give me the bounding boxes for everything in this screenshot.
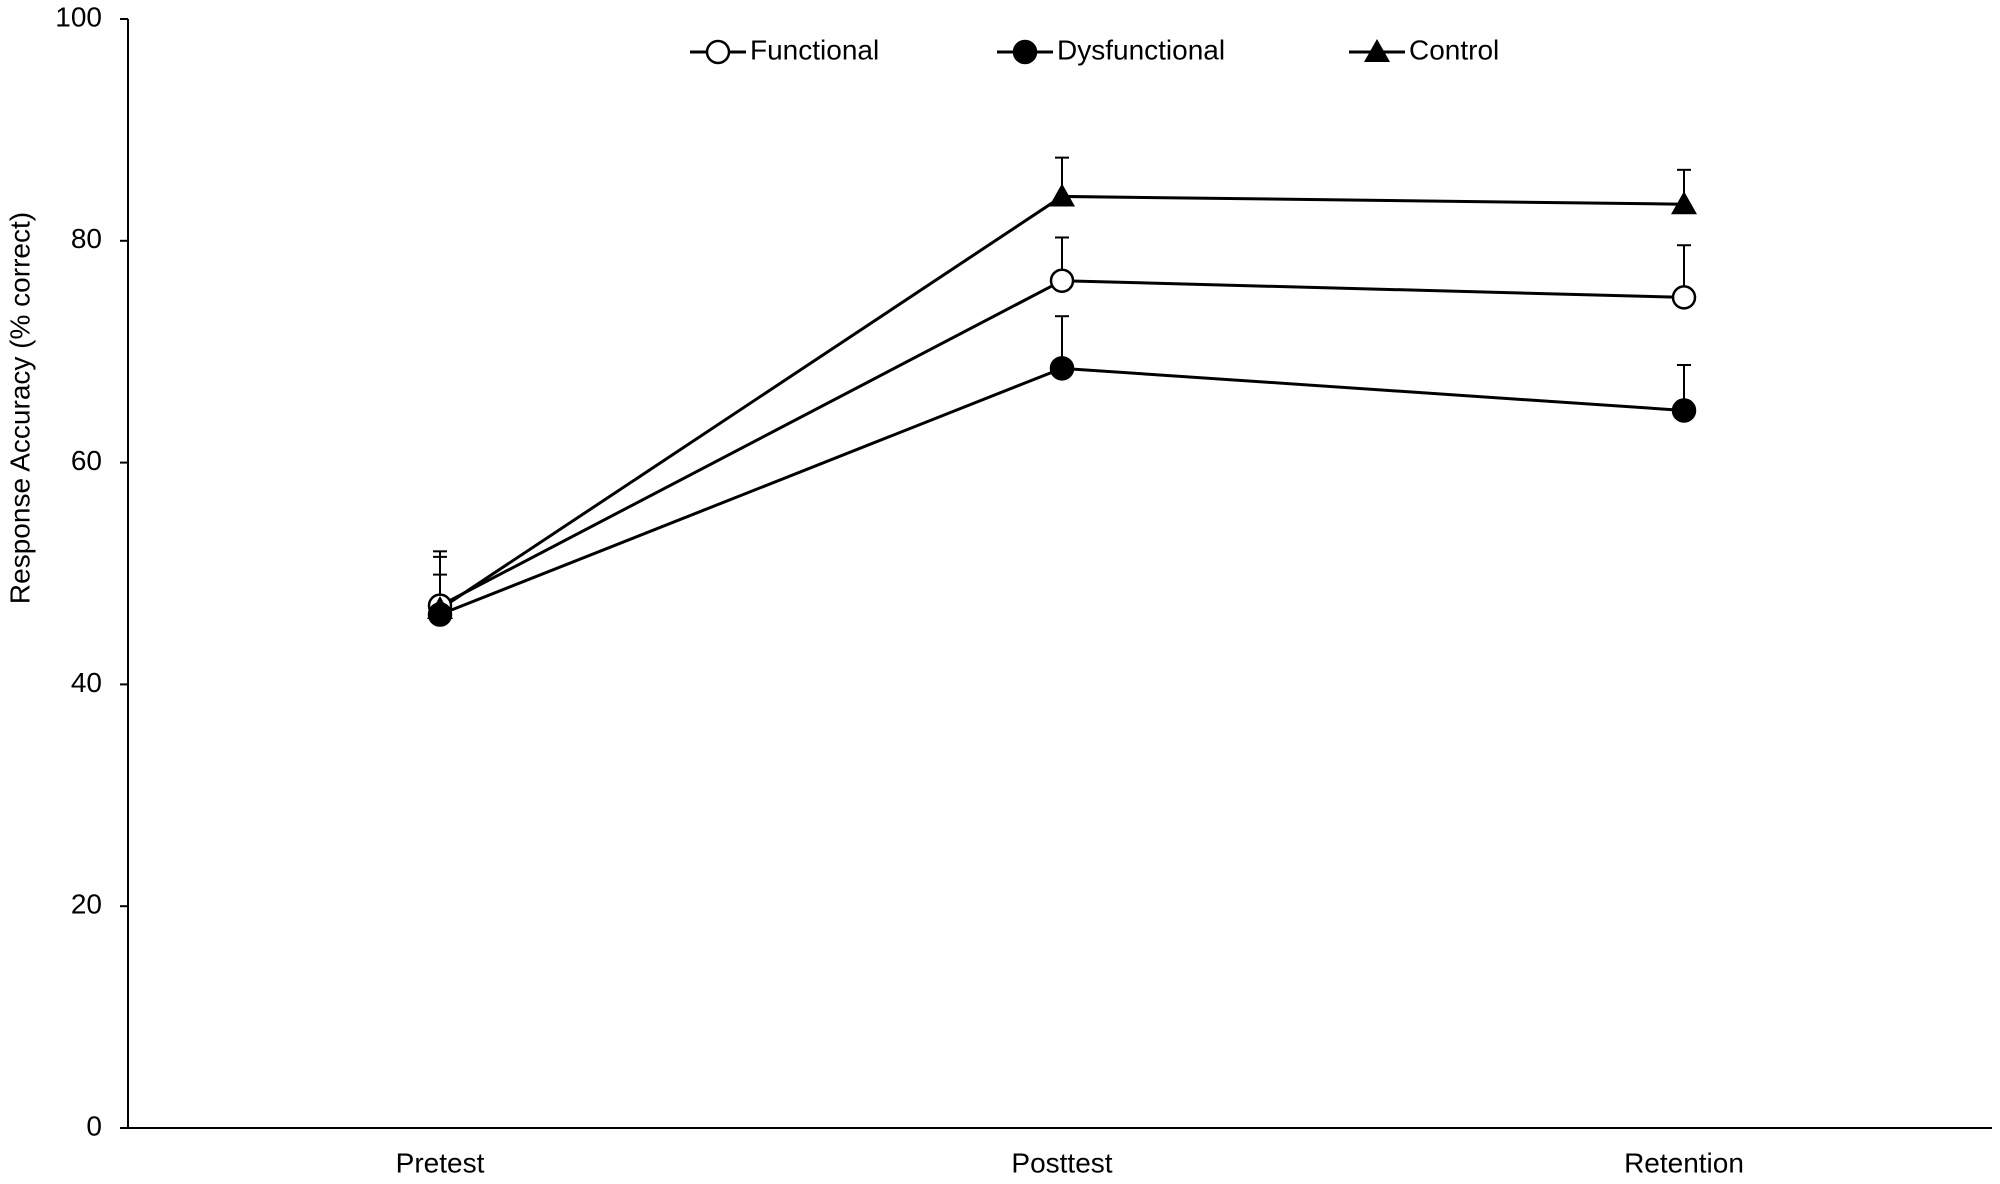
series-line (439, 366, 1685, 616)
legend-marker (1364, 39, 1390, 62)
legend-label: Control (1409, 34, 1499, 65)
y-tick-label: 20 (71, 889, 102, 920)
y-tick-label: 40 (71, 667, 102, 698)
x-tick-label: Pretest (396, 1147, 485, 1178)
y-tick-label: 0 (86, 1110, 102, 1141)
data-point (427, 595, 453, 619)
x-tick-label: Retention (1624, 1147, 1744, 1178)
data-point (1671, 398, 1697, 423)
data-point (1671, 191, 1697, 215)
legend-marker (1012, 39, 1038, 65)
y-tick-label: 60 (71, 445, 102, 476)
legend-marker (705, 39, 731, 65)
y-tick-label: 100 (55, 1, 102, 32)
data-point (1049, 183, 1075, 207)
data-point (1049, 356, 1075, 381)
x-tick-label: Posttest (1011, 1147, 1112, 1178)
legend-label: Functional (750, 34, 879, 65)
legend-label: Dysfunctional (1057, 34, 1225, 65)
y-axis-label: Response Accuracy (% correct) (4, 212, 35, 604)
data-point (1049, 268, 1075, 293)
y-tick-label: 80 (71, 223, 102, 254)
data-point (1671, 285, 1697, 310)
